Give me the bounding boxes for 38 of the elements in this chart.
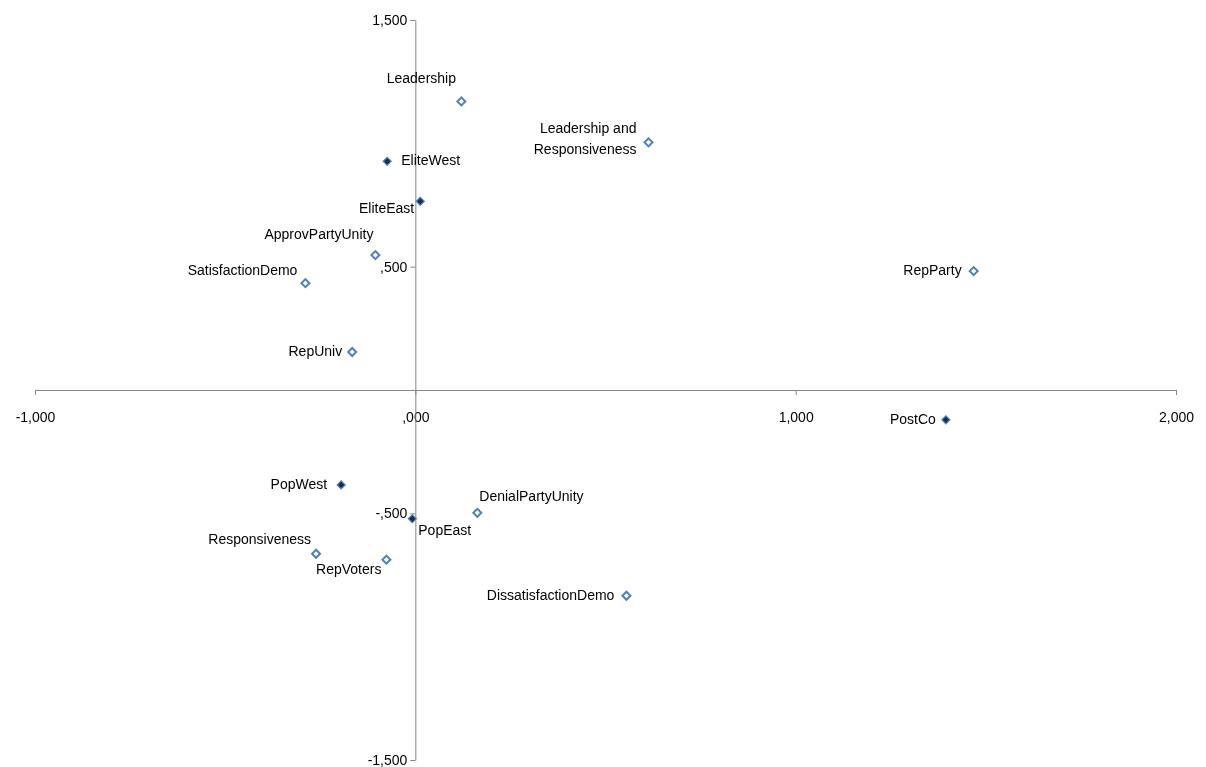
y-tick-label: ,500 [380, 258, 408, 275]
annotation: Leadership and Responsiveness [533, 120, 637, 158]
annotation: RepUniv [288, 343, 343, 360]
point [382, 156, 392, 166]
x-tick-label: -1,000 [15, 408, 56, 425]
point [300, 278, 311, 289]
point [347, 347, 358, 358]
x-tick-label: 1,000 [778, 408, 814, 425]
point [472, 507, 483, 518]
y-tick-label: -,500 [375, 505, 408, 522]
point [336, 480, 346, 490]
point [968, 266, 979, 277]
annotation: PostCo [889, 410, 937, 427]
annotation: Responsiveness [208, 530, 312, 547]
y-tick-label: -1,500 [367, 751, 408, 767]
point [456, 96, 467, 107]
x-tick-label: ,000 [402, 408, 430, 425]
annotation: SatisfactionDemo [187, 262, 298, 279]
annotation: RepVoters [316, 560, 382, 577]
point [941, 415, 951, 425]
annotation: RepParty [903, 262, 962, 279]
point [311, 548, 322, 559]
annotation: DenialPartyUnity [479, 487, 584, 504]
annotation: DissatisfactionDemo [486, 586, 615, 603]
x-tick-label: 2,000 [1158, 408, 1195, 425]
point [370, 250, 381, 261]
y-tick-label: 1,500 [372, 11, 408, 28]
point [621, 590, 632, 601]
annotation: EliteWest [401, 152, 461, 169]
annotation: ApprovPartyUnity [264, 226, 374, 243]
point [407, 514, 417, 524]
annotation: EliteEast [359, 200, 415, 217]
annotation: Leadership [386, 70, 457, 87]
point [643, 137, 654, 148]
annotation: PopEast [418, 521, 472, 538]
point [381, 554, 392, 565]
annotation: PopWest [270, 475, 328, 492]
point [415, 196, 425, 206]
